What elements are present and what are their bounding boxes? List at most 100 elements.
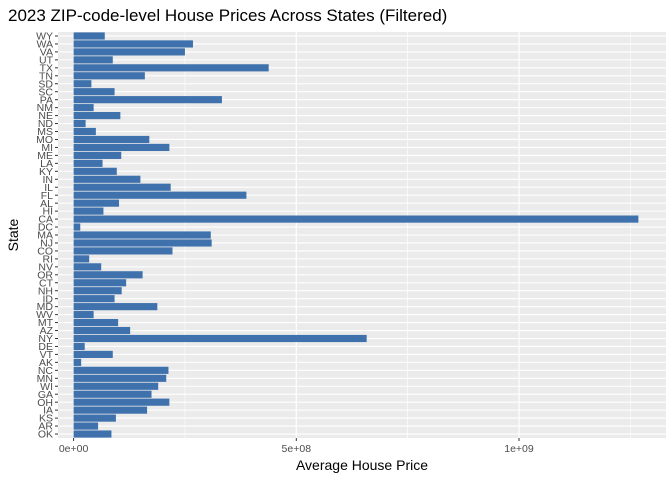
bar-la [73, 159, 103, 167]
y-tick-label-wv: WV [36, 309, 53, 321]
bar-nm [73, 104, 94, 112]
bar-sc [73, 88, 115, 96]
y-tick-label-hi: HI [43, 206, 54, 218]
y-tick-label-ca: CA [38, 214, 53, 226]
bar-va [73, 48, 185, 56]
y-tick-label-ms: MS [37, 126, 53, 138]
y-tick-label-ga: GA [38, 389, 53, 401]
bar-tn [73, 72, 145, 80]
y-tick-label-va: VA [40, 47, 53, 59]
y-tick-label-ma: MA [37, 230, 53, 242]
y-tick-label-dc: DC [38, 222, 54, 234]
y-tick-label-oh: OH [37, 397, 53, 409]
bar-wv [73, 311, 94, 319]
y-tick-label-al: AL [40, 198, 53, 210]
y-tick-label-nd: ND [38, 118, 54, 130]
bar-oh [73, 398, 170, 406]
bar-wa [73, 40, 193, 48]
y-tick-label-co: CO [37, 246, 53, 258]
bar-me [73, 151, 122, 159]
bar-ri [73, 255, 90, 263]
x-tick-label: 5e+08 [282, 443, 312, 455]
bar-ca [73, 215, 639, 223]
y-tick-label-nh: NH [38, 285, 53, 297]
bar-ar [73, 422, 99, 430]
bar-ga [73, 390, 152, 398]
y-tick-label-ut: UT [39, 54, 54, 66]
y-tick-label-me: ME [37, 150, 53, 162]
bar-hi [73, 207, 104, 215]
y-tick-label-de: DE [38, 341, 53, 353]
bar-md [73, 303, 158, 311]
bar-mo [73, 135, 150, 144]
y-tick-label-ok: OK [38, 429, 53, 441]
y-tick-label-mi: MI [41, 142, 53, 154]
bar-ms [73, 127, 96, 136]
y-tick-label-wy: WY [36, 31, 53, 43]
x-axis-title: Average House Price [296, 457, 428, 473]
bar-id [73, 295, 115, 303]
bar-vt [73, 350, 113, 358]
bar-co [73, 247, 173, 255]
y-tick-label-md: MD [37, 301, 54, 313]
y-tick-label-il: IL [44, 182, 53, 194]
y-tick-label-ny: NY [38, 333, 53, 345]
bar-mn [73, 374, 167, 382]
y-axis-title: State [5, 218, 21, 251]
bar-nh [73, 287, 122, 295]
bar-ky [73, 167, 117, 175]
bar-ia [73, 406, 148, 414]
bar-sd [73, 80, 92, 88]
y-tick-label-in: IN [43, 174, 54, 186]
bar-ny [73, 334, 367, 343]
bars [73, 32, 639, 438]
y-tick-label-wi: WI [40, 381, 53, 393]
y-tick-label-mn: MN [37, 373, 53, 385]
bar-pa [73, 96, 222, 104]
y-tick-label-ky: KY [39, 166, 53, 178]
bar-al [73, 199, 120, 207]
bar-de [73, 342, 85, 351]
x-tick-label: 1e+09 [504, 443, 534, 455]
y-tick-label-ia: IA [43, 405, 53, 417]
bar-nv [73, 263, 102, 271]
bar-ks [73, 414, 116, 422]
bar-in [73, 175, 141, 183]
y-tick-label-tn: TN [39, 70, 53, 82]
bar-mt [73, 318, 119, 327]
y-tick-label-nm: NM [37, 102, 53, 114]
bar-fl [73, 191, 247, 199]
chart-title: 2023 ZIP-code-level House Prices Across … [8, 6, 447, 25]
y-tick-label-fl: FL [41, 190, 53, 202]
x-tick-label: 0e+00 [59, 443, 89, 455]
bar-ma [73, 231, 211, 239]
bar-nd [73, 119, 86, 128]
y-tick-label-la: LA [40, 158, 53, 170]
y-tick-label-ak: AK [39, 357, 53, 369]
y-tick-label-sc: SC [38, 86, 53, 98]
bar-az [73, 326, 131, 335]
bar-ct [73, 279, 127, 287]
y-tick-label-or: OR [37, 269, 53, 281]
bar-wi [73, 382, 159, 390]
y-tick-label-id: ID [43, 293, 54, 305]
bar-wy [73, 32, 105, 40]
y-tick-label-ks: KS [39, 413, 53, 425]
y-tick-label-nv: NV [38, 261, 53, 273]
y-axis-ticks: WYWAVAUTTXTNSDSCPANMNENDMSMOMIMELAKYINIL… [36, 31, 58, 441]
y-tick-label-pa: PA [40, 94, 53, 106]
y-tick-label-sd: SD [38, 78, 53, 90]
y-tick-label-mt: MT [38, 317, 54, 329]
bar-ne [73, 112, 121, 120]
y-tick-label-nj: NJ [40, 238, 53, 250]
bar-ut [73, 56, 113, 64]
bar-dc [73, 223, 81, 231]
bar-il [73, 183, 171, 191]
bar-ok [73, 430, 112, 438]
bar-nc [73, 366, 169, 374]
bar-tx [73, 64, 269, 72]
y-tick-label-vt: VT [40, 349, 54, 361]
y-tick-label-ne: NE [38, 110, 53, 122]
